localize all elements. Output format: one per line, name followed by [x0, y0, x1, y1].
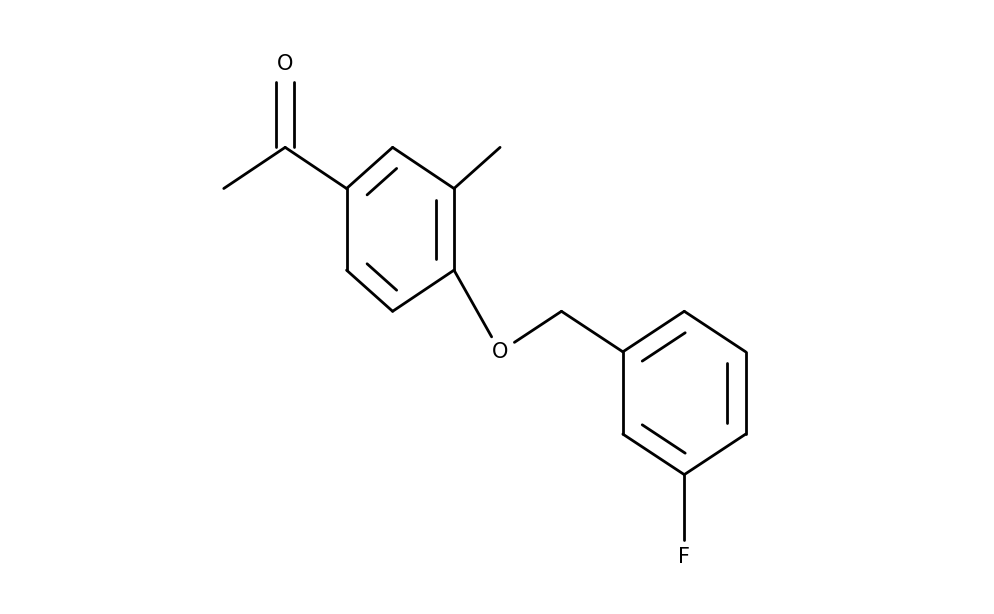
Text: F: F	[678, 547, 690, 567]
Text: O: O	[492, 342, 508, 362]
Text: O: O	[277, 55, 293, 74]
